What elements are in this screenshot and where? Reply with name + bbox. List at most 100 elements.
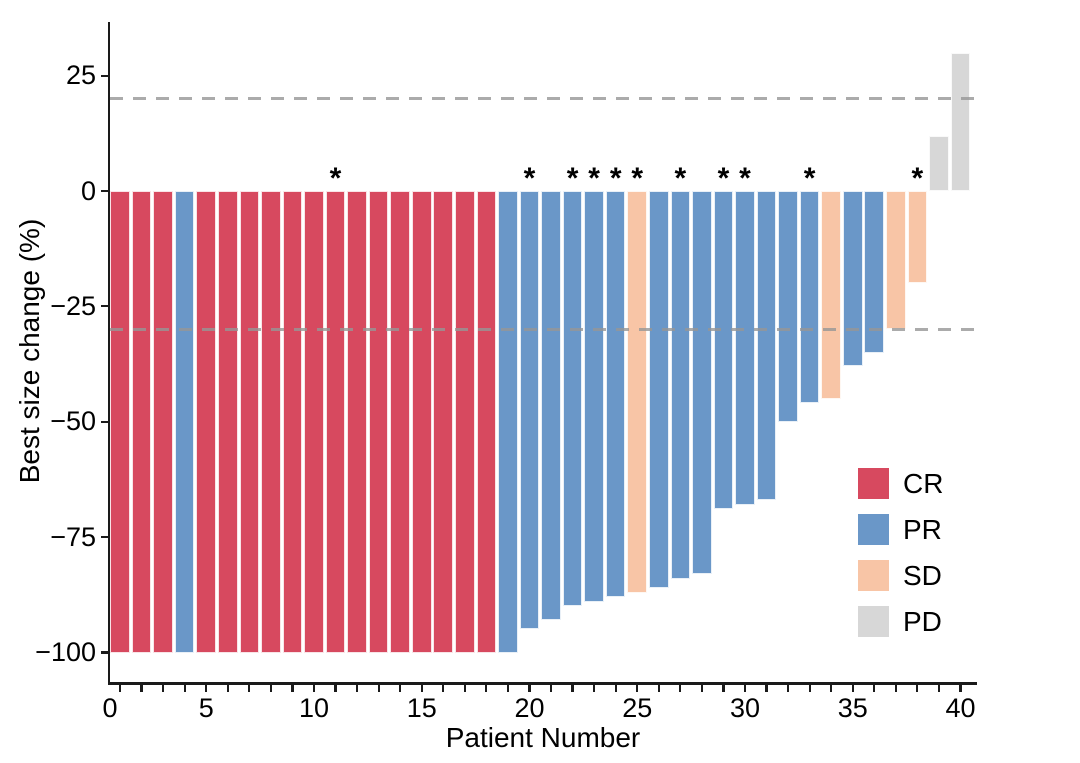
asterisk-flag-patient-24: * [609,162,622,195]
x-tick-19 [506,684,509,692]
waterfall-bar-patient-25 [627,191,647,593]
waterfall-bar-patient-11 [325,191,346,653]
x-tick-20 [528,684,531,692]
x-tick-11 [334,684,337,692]
legend-swatch-pr [858,514,889,545]
x-tick-13 [377,684,380,692]
waterfall-bar-patient-13 [368,191,389,653]
x-tick-21 [549,684,553,692]
x-axis-title: Patient Number [445,722,641,753]
y-tick-label--50: −50 [50,406,96,437]
y-tick--25 [100,305,108,308]
x-tick-30 [743,684,747,692]
x-tick-40 [959,684,962,692]
x-tick-label-5: 5 [198,693,214,723]
x-tick-label-0: 0 [102,693,118,723]
waterfall-bar-patient-31 [756,191,777,501]
x-tick-36 [873,684,876,692]
waterfall-bar-patient-16 [433,191,454,653]
x-tick-2 [140,684,143,692]
asterisk-flag-patient-27: * [674,162,687,195]
x-tick-label-35: 35 [837,693,868,723]
x-tick-34 [830,684,833,692]
waterfall-bar-patient-24 [605,191,626,598]
waterfall-bar-patient-5 [196,191,216,653]
y-axis-line [107,22,110,685]
legend-item-pr: PR [858,514,943,545]
asterisk-flag-patient-25: * [631,162,644,195]
x-tick-4 [183,684,186,692]
x-tick-label-10: 10 [298,693,329,723]
x-tick-12 [355,684,359,692]
x-tick-1 [118,684,122,692]
waterfall-bar-patient-20 [519,191,540,630]
waterfall-bar-patient-29 [713,191,734,510]
x-tick-6 [226,684,229,692]
waterfall-bar-patient-3 [153,191,173,653]
legend-item-sd: SD [858,560,943,591]
asterisk-flag-patient-22: * [566,162,579,195]
waterfall-bar-patient-33 [799,191,820,404]
waterfall-bar-patient-21 [541,191,561,621]
legend-swatch-sd [858,560,889,591]
waterfall-bar-patient-34 [821,191,841,399]
legend-label-sd: SD [903,560,942,591]
y-tick-label-0: 0 [80,175,96,206]
x-tick-26 [657,684,660,692]
waterfall-bar-patient-10 [304,191,324,653]
x-tick-17 [463,684,466,692]
threshold-line-minus30 [110,327,976,331]
x-tick-28 [700,684,703,692]
threshold-line-plus20 [110,97,976,101]
x-tick-14 [399,684,402,692]
waterfall-bar-patient-28 [692,191,712,575]
asterisk-flag-patient-23: * [588,162,600,195]
x-tick-29 [722,684,725,692]
asterisk-flag-patient-33: * [803,162,816,195]
waterfall-bar-patient-15 [411,191,432,653]
y-tick--75 [100,536,108,539]
legend-swatch-pd [858,606,889,637]
x-tick-27 [679,684,682,692]
x-tick-7 [248,684,251,692]
x-tick-label-20: 20 [514,693,545,723]
legend-item-cr: CR [858,468,943,499]
x-tick-label-40: 40 [945,693,976,723]
x-tick-32 [786,684,790,692]
waterfall-bar-patient-27 [670,191,691,579]
waterfall-bar-patient-39 [929,135,949,191]
asterisk-flag-patient-29: * [717,162,730,195]
x-tick-22 [571,684,574,692]
waterfall-bar-patient-6 [217,191,238,653]
x-tick-38 [916,684,919,692]
waterfall-bar-patient-40 [950,52,971,191]
waterfall-bar-patient-35 [842,191,863,367]
legend: CR PR SD PD [858,468,943,652]
waterfall-bar-patient-9 [282,191,303,653]
x-tick-9 [291,684,294,692]
legend-swatch-cr [858,468,889,499]
waterfall-bar-patient-12 [347,191,367,653]
waterfall-bar-patient-32 [778,191,798,422]
waterfall-bar-patient-36 [864,191,885,353]
x-tick-label-30: 30 [729,693,760,723]
x-tick-5 [205,684,208,692]
x-tick-label-25: 25 [622,693,653,723]
x-tick-35 [851,684,854,692]
asterisk-flag-patient-30: * [739,162,751,195]
waterfall-bar-patient-30 [735,191,755,505]
waterfall-bar-patient-22 [562,191,583,607]
legend-label-cr: CR [903,468,944,499]
waterfall-bar-patient-2 [131,191,152,653]
x-tick-25 [636,684,639,692]
x-tick-23 [593,684,596,692]
waterfall-bar-patient-19 [498,191,518,653]
waterfall-bar-patient-26 [648,191,669,588]
waterfall-bar-patient-14 [390,191,410,653]
y-tick-label--75: −75 [50,521,96,552]
x-tick-8 [269,684,272,692]
x-tick-10 [312,684,316,692]
y-tick-label--25: −25 [50,290,96,321]
x-tick-16 [442,684,445,692]
